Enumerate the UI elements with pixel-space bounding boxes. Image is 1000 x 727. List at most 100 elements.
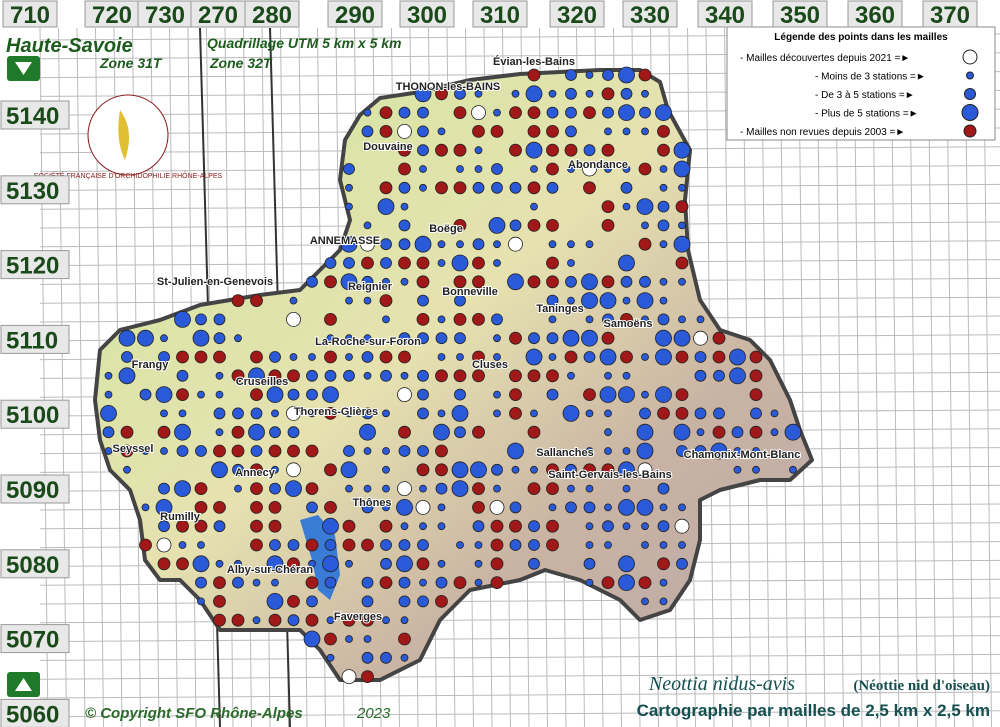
mesh-point [453,369,467,383]
mesh-point [583,463,596,477]
mesh-point [345,635,353,643]
mesh-point [215,371,224,380]
mesh-point [137,329,154,347]
mesh-point [585,240,594,249]
mesh-point [287,369,300,383]
mesh-point [379,124,393,138]
mesh-point [437,259,446,267]
mesh-point [565,125,577,138]
mesh-point [379,519,393,533]
mesh-point [382,409,390,418]
axis-label-bg [0,549,70,579]
mesh-point [675,200,689,214]
mesh-point [435,576,448,589]
mesh-point [363,221,372,230]
mesh-point [636,498,654,516]
mesh-point [678,277,686,286]
mesh-point [231,369,245,383]
mesh-point [618,104,635,121]
mesh-point [382,315,390,324]
mesh-point [414,85,432,103]
mesh-point [530,165,538,173]
mesh-point [250,463,263,477]
mesh-point [581,329,598,347]
mesh-point [527,275,541,289]
axis-label: 290 [335,2,375,29]
arrow-icon [15,678,32,691]
mesh-point [583,501,596,514]
mesh-point [490,519,504,533]
mesh-point [493,390,501,399]
mesh-point [694,445,707,457]
mesh-point [380,257,392,269]
mesh-point [232,463,244,476]
mesh-point [583,557,596,570]
mesh-point [567,240,575,249]
grid-line [39,597,1000,605]
mesh-point [636,292,654,310]
town-label: Douvaine [363,141,413,153]
mesh-point [118,367,136,385]
mesh-point [453,576,467,589]
mesh-point [380,557,392,570]
mesh-point [622,447,631,455]
mesh-point [694,369,707,382]
mesh-point [194,350,208,364]
town-label: La-Roche-sur-Foron [315,336,421,348]
town-label: Abondance [568,159,628,171]
mesh-point [546,124,559,138]
mesh-point [676,445,688,457]
scroll-down[interactable] [7,672,40,697]
mesh-point [491,181,503,194]
mesh-point [451,461,469,479]
mesh-point [303,630,321,648]
mesh-point [488,216,506,234]
mesh-point [509,369,522,383]
mesh-point [285,480,302,498]
mesh-point [638,237,652,251]
mesh-point [215,390,224,399]
mesh-point [659,277,668,286]
axis-label-bg [0,100,70,130]
grid-line [39,710,1000,718]
mesh-point [363,484,372,493]
axis-label-bg [0,698,70,727]
mesh-point [361,538,374,552]
mesh-point [268,519,282,533]
mesh-point [565,275,577,288]
scroll-up[interactable] [7,56,40,81]
mesh-point [361,125,374,138]
axis-label-bg [399,0,455,28]
mesh-point [141,503,150,512]
mesh-point [583,351,596,363]
grid-line [39,27,49,727]
mesh-point [271,465,279,474]
mesh-point [178,409,187,418]
mesh-point [269,482,281,495]
mesh-point [474,578,483,587]
axis-label: 5090 [6,477,59,504]
mesh-point [585,89,594,98]
mesh-point [528,539,540,551]
grid-line [946,27,955,727]
mesh-point [641,541,649,549]
mesh-point [250,294,263,308]
mesh-point [567,259,575,267]
mesh-point [491,463,503,476]
mesh-point [435,181,448,195]
mesh-point [345,409,353,418]
mesh-point [213,313,226,326]
mesh-point [419,522,427,531]
mesh-point [326,616,335,625]
mesh-point [507,273,524,291]
legend-symbol [966,71,974,80]
mesh-point [176,369,189,382]
grid-line [798,27,807,727]
mesh-point [345,202,353,211]
mesh-point [507,442,524,460]
mesh-point [213,350,226,364]
mesh-point [160,409,168,418]
mesh-point [641,353,649,361]
mesh-point [268,613,282,627]
mesh-point [678,503,686,512]
